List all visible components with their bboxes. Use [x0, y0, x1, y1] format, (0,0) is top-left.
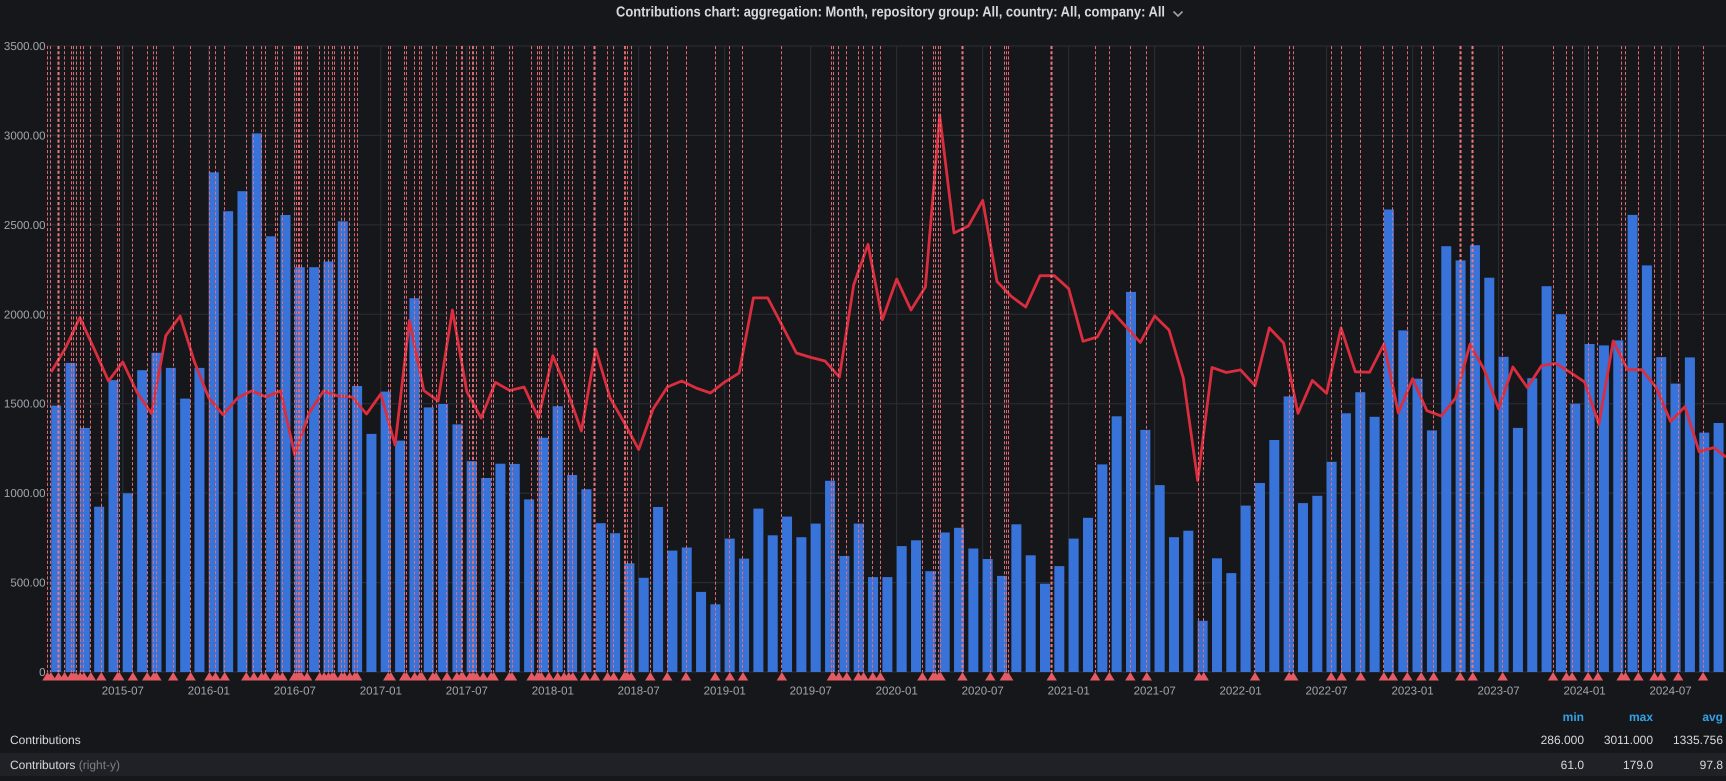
svg-text:Contributors (right-y): Contributors (right-y): [10, 758, 120, 772]
svg-text:2023-01: 2023-01: [1391, 686, 1433, 698]
svg-text:0: 0: [39, 667, 45, 679]
svg-text:179.0: 179.0: [1623, 758, 1653, 772]
svg-text:2022-01: 2022-01: [1219, 686, 1261, 698]
svg-text:2021-01: 2021-01: [1048, 686, 1090, 698]
svg-text:avg: avg: [1702, 710, 1723, 724]
svg-text:2017-07: 2017-07: [446, 686, 488, 698]
svg-text:2016-01: 2016-01: [188, 686, 230, 698]
svg-text:Contributions: Contributions: [10, 733, 81, 747]
svg-text:2000.00: 2000.00: [4, 309, 46, 321]
svg-text:3000.00: 3000.00: [4, 130, 46, 142]
svg-text:2020-07: 2020-07: [962, 686, 1004, 698]
svg-text:2017-01: 2017-01: [360, 686, 402, 698]
svg-text:286.000: 286.000: [1541, 733, 1585, 747]
svg-text:1335.756: 1335.756: [1673, 733, 1723, 747]
svg-text:97.8: 97.8: [1700, 758, 1724, 772]
svg-text:1500.00: 1500.00: [4, 399, 46, 411]
svg-text:2016-07: 2016-07: [274, 686, 316, 698]
svg-text:3011.000: 3011.000: [1604, 733, 1653, 747]
svg-text:2023-07: 2023-07: [1477, 686, 1519, 698]
svg-text:max: max: [1629, 710, 1653, 724]
svg-text:2015-07: 2015-07: [102, 686, 144, 698]
svg-text:2018-01: 2018-01: [532, 686, 574, 698]
svg-text:min: min: [1563, 710, 1584, 724]
svg-text:2024-07: 2024-07: [1649, 686, 1691, 698]
svg-text:2500.00: 2500.00: [4, 220, 46, 232]
svg-text:2020-01: 2020-01: [876, 686, 918, 698]
svg-text:2021-07: 2021-07: [1134, 686, 1176, 698]
svg-text:2018-07: 2018-07: [618, 686, 660, 698]
svg-text:500.00: 500.00: [10, 578, 45, 590]
svg-text:2019-01: 2019-01: [704, 686, 746, 698]
svg-text:2024-01: 2024-01: [1563, 686, 1605, 698]
svg-text:2022-07: 2022-07: [1305, 686, 1347, 698]
svg-text:3500.00: 3500.00: [4, 41, 46, 53]
svg-text:2019-07: 2019-07: [790, 686, 832, 698]
svg-text:61.0: 61.0: [1561, 758, 1585, 772]
svg-text:Contributions chart: aggregati: Contributions chart: aggregation: Month,…: [616, 5, 1165, 21]
svg-text:1000.00: 1000.00: [4, 488, 46, 500]
